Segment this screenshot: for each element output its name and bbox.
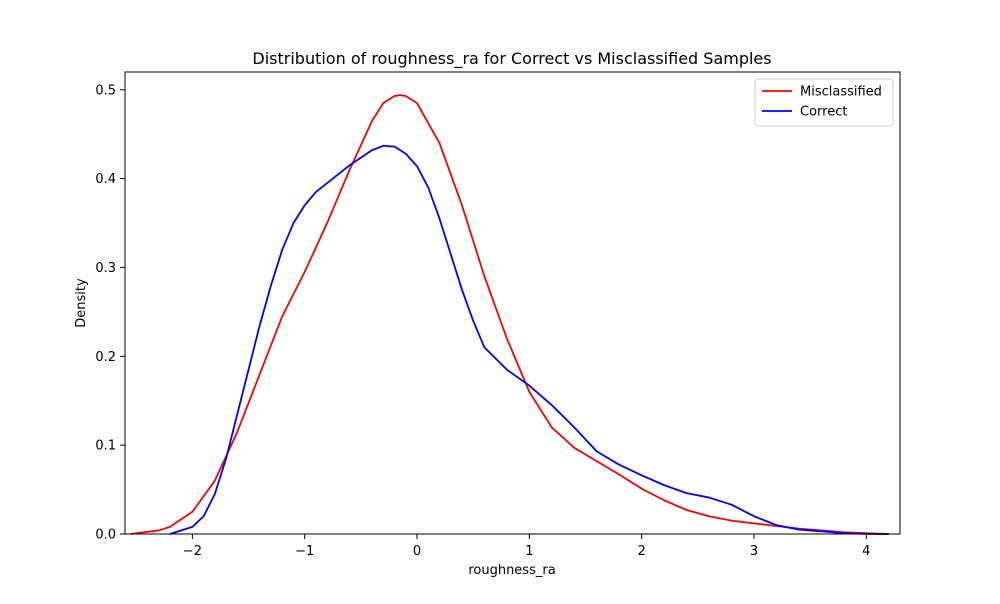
chart-title: Distribution of roughness_ra for Correct…	[252, 49, 771, 69]
series-line-correct	[169, 144, 889, 535]
x-tick-label: −1	[295, 544, 314, 559]
plot-area	[124, 71, 901, 535]
y-tick-label: 0.3	[95, 261, 116, 276]
y-tick-label: 0.0	[95, 528, 116, 543]
x-tick-label: 2	[638, 544, 646, 559]
series-layer	[130, 94, 889, 535]
x-axis-label: roughness_ra	[468, 563, 555, 578]
x-tick-label: 3	[750, 544, 758, 559]
y-tick-label: 0.2	[95, 350, 116, 365]
y-tick-label: 0.1	[95, 439, 116, 454]
y-tick-label: 0.4	[95, 172, 116, 187]
legend: Misclassified Correct	[754, 78, 894, 127]
y-tick-label: 0.5	[95, 83, 116, 98]
x-tick-label: 1	[525, 544, 533, 559]
y-axis-label: Density	[74, 278, 89, 328]
axes-frame	[124, 71, 901, 535]
x-tick-label: 4	[862, 544, 870, 559]
legend-label-correct: Correct	[800, 105, 847, 120]
y-axis: 0.0 0.1 0.2 0.3 0.4 0.5	[95, 83, 125, 543]
legend-label-misclassified: Misclassified	[800, 85, 882, 100]
x-axis: −2 −1 0 1 2 3 4	[183, 534, 870, 559]
x-tick-label: −2	[183, 544, 202, 559]
series-line-misclassified	[130, 94, 889, 535]
x-tick-label: 0	[413, 544, 421, 559]
